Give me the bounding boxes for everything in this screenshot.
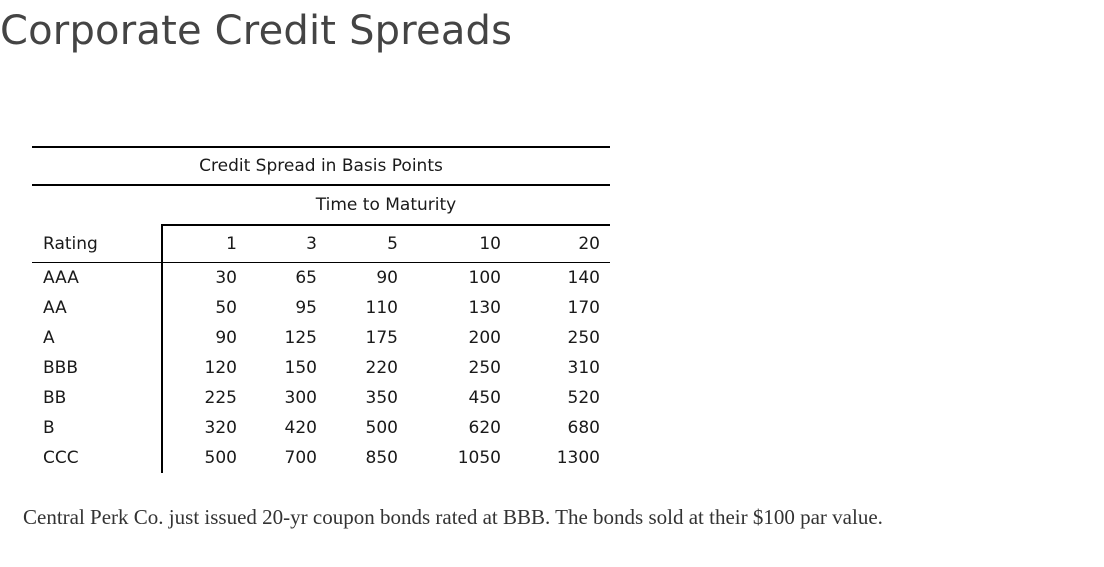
table-row: AAA 30 65 90 100 140: [32, 262, 610, 293]
spread-cell: 110: [365, 298, 398, 318]
maturity-header: 20: [507, 225, 610, 263]
description-text: Central Perk Co. just issued 20-yr coupo…: [23, 505, 883, 529]
spread-cell: 450: [468, 388, 501, 408]
spread-cell: 125: [284, 328, 317, 348]
maturity-header: 5: [323, 225, 404, 263]
maturity-header: 10: [404, 225, 507, 263]
table-row: AA 50 95 110 130 170: [32, 293, 610, 323]
table-title-row: Credit Spread in Basis Points: [32, 146, 610, 186]
spread-cell: 130: [468, 298, 501, 318]
table-row: CCC 500 700 850 1050 1300: [32, 443, 610, 473]
spread-cell: 170: [567, 298, 600, 318]
spread-cell: 350: [365, 388, 398, 408]
spread-cell: 1050: [457, 448, 501, 468]
table-title: Credit Spread in Basis Points: [32, 146, 610, 186]
table-row: BBB 120 150 220 250 310: [32, 353, 610, 383]
spread-cell: 90: [376, 268, 398, 288]
spread-cell: 30: [161, 262, 243, 293]
spread-cell: 220: [365, 358, 398, 378]
spread-cell: 200: [468, 328, 501, 348]
spread-cell: 850: [365, 448, 398, 468]
spread-cell: 90: [161, 323, 243, 353]
table-subheader: Time to Maturity: [162, 185, 610, 226]
spread-cell: 320: [161, 413, 243, 443]
spread-cell: 140: [567, 268, 600, 288]
table-row: BB 225 300 350 450 520: [32, 383, 610, 413]
rating-cell: A: [43, 328, 55, 348]
spread-cell: 250: [468, 358, 501, 378]
rating-cell: AA: [43, 298, 67, 318]
table-column-header-row: Rating 1 3 5 10 20: [32, 225, 610, 263]
spread-cell: 250: [567, 328, 600, 348]
table-subheader-row: Time to Maturity: [32, 185, 610, 226]
page-title: Corporate Credit Spreads: [0, 8, 513, 54]
maturity-header: 3: [243, 225, 323, 263]
rating-cell: BB: [43, 388, 67, 408]
table-row: A 90 125 175 200 250: [32, 323, 610, 353]
spread-cell: 50: [161, 293, 243, 323]
rating-cell: AAA: [43, 268, 79, 288]
spread-cell: 500: [161, 443, 243, 473]
spread-cell: 65: [295, 268, 317, 288]
spread-cell: 520: [567, 388, 600, 408]
spread-cell: 120: [161, 353, 243, 383]
rating-cell: BBB: [43, 358, 78, 378]
spread-cell: 150: [284, 358, 317, 378]
maturity-header: 1: [161, 225, 243, 263]
spread-cell: 700: [284, 448, 317, 468]
credit-spread-table: Credit Spread in Basis Points Time to Ma…: [32, 146, 610, 473]
spread-cell: 95: [295, 298, 317, 318]
rating-cell: B: [43, 418, 55, 438]
subheader-spacer: [32, 185, 162, 225]
spread-cell: 175: [365, 328, 398, 348]
spread-cell: 420: [284, 418, 317, 438]
spread-cell: 225: [161, 383, 243, 413]
spread-cell: 620: [468, 418, 501, 438]
table-row: B 320 420 500 620 680: [32, 413, 610, 443]
rating-column-header: Rating: [32, 225, 162, 263]
spread-cell: 1300: [556, 448, 600, 468]
spread-cell: 300: [284, 388, 317, 408]
spread-cell: 310: [567, 358, 600, 378]
spread-cell: 100: [468, 268, 501, 288]
rating-cell: CCC: [43, 448, 79, 468]
spread-cell: 500: [365, 418, 398, 438]
spread-cell: 680: [567, 418, 600, 438]
